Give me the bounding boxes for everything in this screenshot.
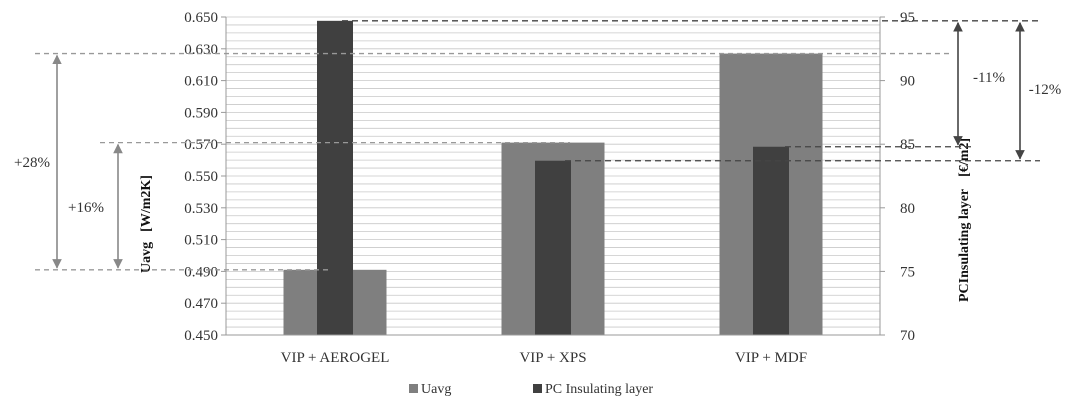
annotation-minus12: -12%	[1029, 82, 1062, 98]
right-tick-label: 80	[900, 201, 915, 217]
left-tick-label: 0.470	[184, 296, 218, 312]
legend: Uavg PC Insulating layer	[409, 382, 653, 397]
category-label: VIP + XPS	[519, 350, 586, 366]
right-axis-title-label: PCInsulating layer	[957, 189, 972, 302]
left-axis-title-unit: [W/m2K]	[139, 175, 154, 232]
left-tick-label: 0.510	[184, 233, 218, 249]
bar-pc-insulating-layer	[753, 146, 789, 335]
left-tick-label: 0.530	[184, 201, 218, 217]
right-tick-label: 70	[900, 328, 915, 344]
bar-pc-insulating-layer	[317, 20, 353, 335]
left-axis-title: Uavg [W/m2K]	[139, 175, 154, 273]
left-tick-label: 0.490	[184, 264, 218, 280]
right-tick-label: 95	[900, 10, 915, 26]
legend-label-pc-insulating-layer: PC Insulating layer	[545, 382, 653, 397]
right-tick-label: 85	[900, 137, 915, 153]
left-tick-label: 0.450	[184, 328, 218, 344]
legend-swatch-pc-insulating-layer	[533, 384, 542, 393]
legend-swatch-uavg	[409, 384, 418, 393]
right-axis-title-unit: [€/m2]	[957, 138, 972, 177]
annotation-plus16: +16%	[68, 200, 104, 216]
axes: VIP + AEROGEL VIP + XPS VIP + MDF 0.650 0.63…	[139, 10, 972, 366]
right-tick-label: 75	[900, 264, 915, 280]
legend-label-uavg: Uavg	[421, 382, 451, 397]
bar-pc-insulating-layer	[535, 160, 571, 335]
right-tick-label: 90	[900, 74, 915, 90]
annotations: +28% +16% -11% -12%	[14, 20, 1062, 271]
left-axis-title-label: Uavg	[139, 242, 154, 273]
category-label: VIP + MDF	[735, 350, 807, 366]
annotation-minus11: -11%	[973, 70, 1005, 86]
bars	[283, 20, 823, 335]
right-axis-title: PCInsulating layer [€/m2]	[957, 138, 972, 302]
left-tick-label: 0.650	[184, 10, 218, 26]
left-tick-label: 0.570	[184, 137, 218, 153]
category-label: VIP + AEROGEL	[281, 350, 390, 366]
left-tick-label: 0.630	[184, 42, 218, 58]
left-tick-label: 0.590	[184, 105, 218, 121]
left-tick-label: 0.610	[184, 74, 218, 90]
annotation-plus28: +28%	[14, 155, 50, 171]
left-tick-label: 0.550	[184, 169, 218, 185]
